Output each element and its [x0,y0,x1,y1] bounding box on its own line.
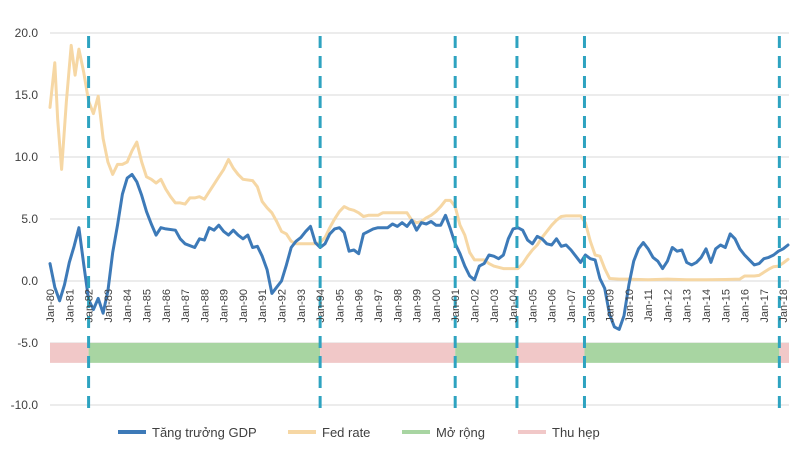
x-tick-label: Jan-01 [450,289,462,323]
x-tick-label: Jan-11 [643,289,655,322]
x-tick-label: Jan-95 [334,289,346,323]
y-tick-label: 5.0 [21,212,38,226]
y-tick-label: 20.0 [15,26,39,40]
y-axis-ticks: 20.0 15.0 10.0 5.0 0.0 -5.0 -10.0 [11,26,39,412]
legend-item-gdp-label: Tăng trưởng GDP [152,425,257,440]
x-tick-label: Jan-06 [547,289,559,323]
y-tick-label: 15.0 [15,88,39,102]
x-tick-label: Jan-94 [315,289,327,323]
gdp-growth-line [48,172,790,331]
x-axis-ticks: Jan-80 Jan-81 Jan-82 Jan-83 Jan-84 Jan-85 Jan-… [45,289,790,323]
x-tick-label: Jan-10 [624,289,636,323]
x-tick-label: Jan-82 [84,289,96,323]
x-tick-label: Jan-84 [122,289,134,323]
x-tick-label: Jan-89 [219,289,231,323]
y-tick-label: 10.0 [15,150,39,164]
x-tick-label: Jan-02 [469,289,481,323]
x-tick-label: Jan-18 [778,289,790,323]
legend: Tăng trưởng GDP Fed rate Mở rộng Thu hẹp [118,425,600,440]
x-tick-label: Jan-99 [412,289,424,323]
x-tick-label: Jan-87 [180,289,192,323]
y-tick-label: 0.0 [21,274,38,288]
x-tick-label: Jan-04 [508,289,520,323]
x-tick-label: Jan-08 [585,289,597,323]
x-tick-label: Jan-13 [682,289,694,323]
x-tick-label: Jan-85 [141,289,153,323]
fed-rate-line [48,43,790,282]
y-tick-label: -10.0 [11,398,39,412]
x-tick-label: Jan-96 [354,289,366,323]
legend-item-fed-rate-label: Fed rate [322,425,370,440]
x-tick-label: Jan-05 [527,289,539,323]
x-tick-label: Jan-07 [566,289,578,323]
x-tick-label: Jan-15 [720,289,732,323]
x-tick-label: Jan-14 [701,289,713,323]
x-tick-label: Jan-00 [431,289,443,323]
legend-item-contraction-label: Thu hẹp [552,425,600,440]
phase-dividers [87,36,781,410]
x-tick-label: Jan-98 [392,289,404,323]
x-tick-label: Jan-81 [64,289,76,323]
x-tick-label: Jan-83 [103,289,115,323]
x-tick-label: Jan-80 [45,289,57,323]
x-tick-label: Jan-16 [740,289,752,323]
x-tick-label: Jan-09 [605,289,617,323]
x-tick-label: Jan-12 [662,289,674,323]
x-tick-label: Jan-86 [161,289,173,323]
x-tick-label: Jan-90 [238,289,250,323]
x-tick-label: Jan-17 [759,289,771,323]
x-tick-label: Jan-91 [257,289,269,323]
y-tick-label: -5.0 [17,336,38,350]
x-tick-label: Jan-03 [489,289,501,323]
x-tick-label: Jan-97 [373,289,385,323]
x-tick-label: Jan-92 [277,289,289,323]
x-tick-label: Jan-88 [199,289,211,323]
legend-item-expansion-label: Mở rộng [436,425,485,440]
x-tick-label: Jan-93 [296,289,308,323]
series-lines [48,43,790,331]
